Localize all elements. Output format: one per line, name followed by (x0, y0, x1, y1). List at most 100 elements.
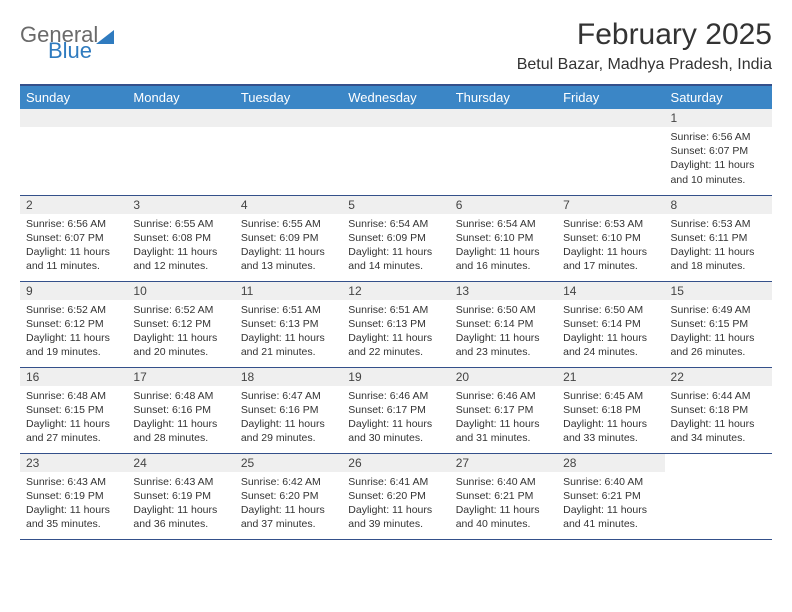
sunset-text: Sunset: 6:15 PM (671, 317, 766, 331)
calendar-cell: 17Sunrise: 6:48 AMSunset: 6:16 PMDayligh… (127, 367, 234, 453)
sunrise-text: Sunrise: 6:49 AM (671, 303, 766, 317)
sunrise-text: Sunrise: 6:50 AM (563, 303, 658, 317)
sunset-text: Sunset: 6:09 PM (348, 231, 443, 245)
sunset-text: Sunset: 6:17 PM (348, 403, 443, 417)
calendar-cell: 20Sunrise: 6:46 AMSunset: 6:17 PMDayligh… (450, 367, 557, 453)
calendar-cell: 24Sunrise: 6:43 AMSunset: 6:19 PMDayligh… (127, 453, 234, 539)
sunset-text: Sunset: 6:19 PM (133, 489, 228, 503)
daylight-text: Daylight: 11 hours and 20 minutes. (133, 331, 228, 359)
dayheader-tuesday: Tuesday (235, 85, 342, 109)
day-number: 10 (127, 282, 234, 300)
calendar-header-row: Sunday Monday Tuesday Wednesday Thursday… (20, 85, 772, 109)
sunset-text: Sunset: 6:18 PM (563, 403, 658, 417)
daylight-text: Daylight: 11 hours and 13 minutes. (241, 245, 336, 273)
calendar-cell (20, 109, 127, 195)
sunrise-text: Sunrise: 6:54 AM (348, 217, 443, 231)
dayheader-monday: Monday (127, 85, 234, 109)
sunrise-text: Sunrise: 6:56 AM (671, 130, 766, 144)
daylight-text: Daylight: 11 hours and 41 minutes. (563, 503, 658, 531)
day-number: 6 (450, 196, 557, 214)
daylight-text: Daylight: 11 hours and 35 minutes. (26, 503, 121, 531)
day-number-empty (20, 109, 127, 127)
day-body: Sunrise: 6:51 AMSunset: 6:13 PMDaylight:… (235, 300, 342, 364)
calendar-cell (665, 453, 772, 539)
daylight-text: Daylight: 11 hours and 22 minutes. (348, 331, 443, 359)
day-number: 26 (342, 454, 449, 472)
calendar-week-row: 1Sunrise: 6:56 AMSunset: 6:07 PMDaylight… (20, 109, 772, 195)
day-number: 21 (557, 368, 664, 386)
day-body: Sunrise: 6:55 AMSunset: 6:09 PMDaylight:… (235, 214, 342, 278)
day-number: 16 (20, 368, 127, 386)
calendar-week-row: 2Sunrise: 6:56 AMSunset: 6:07 PMDaylight… (20, 195, 772, 281)
day-body: Sunrise: 6:40 AMSunset: 6:21 PMDaylight:… (450, 472, 557, 536)
day-body: Sunrise: 6:51 AMSunset: 6:13 PMDaylight:… (342, 300, 449, 364)
daylight-text: Daylight: 11 hours and 34 minutes. (671, 417, 766, 445)
sunrise-text: Sunrise: 6:53 AM (563, 217, 658, 231)
sunset-text: Sunset: 6:07 PM (671, 144, 766, 158)
day-body: Sunrise: 6:54 AMSunset: 6:10 PMDaylight:… (450, 214, 557, 278)
day-body: Sunrise: 6:45 AMSunset: 6:18 PMDaylight:… (557, 386, 664, 450)
title-block: February 2025 Betul Bazar, Madhya Prades… (517, 18, 772, 74)
sunrise-text: Sunrise: 6:46 AM (348, 389, 443, 403)
page-title: February 2025 (517, 18, 772, 52)
sunset-text: Sunset: 6:20 PM (348, 489, 443, 503)
day-number: 14 (557, 282, 664, 300)
calendar-cell (557, 109, 664, 195)
day-number: 8 (665, 196, 772, 214)
sunset-text: Sunset: 6:12 PM (26, 317, 121, 331)
day-number: 24 (127, 454, 234, 472)
calendar-cell: 23Sunrise: 6:43 AMSunset: 6:19 PMDayligh… (20, 453, 127, 539)
sunrise-text: Sunrise: 6:42 AM (241, 475, 336, 489)
sunset-text: Sunset: 6:12 PM (133, 317, 228, 331)
calendar-cell: 2Sunrise: 6:56 AMSunset: 6:07 PMDaylight… (20, 195, 127, 281)
sunrise-text: Sunrise: 6:45 AM (563, 389, 658, 403)
sunset-text: Sunset: 6:11 PM (671, 231, 766, 245)
day-number: 17 (127, 368, 234, 386)
sunrise-text: Sunrise: 6:47 AM (241, 389, 336, 403)
day-number: 11 (235, 282, 342, 300)
calendar-cell (342, 109, 449, 195)
sunrise-text: Sunrise: 6:55 AM (133, 217, 228, 231)
day-number: 3 (127, 196, 234, 214)
header: General Blue February 2025 Betul Bazar, … (20, 18, 772, 74)
calendar-cell: 19Sunrise: 6:46 AMSunset: 6:17 PMDayligh… (342, 367, 449, 453)
calendar-cell: 25Sunrise: 6:42 AMSunset: 6:20 PMDayligh… (235, 453, 342, 539)
daylight-text: Daylight: 11 hours and 30 minutes. (348, 417, 443, 445)
day-body: Sunrise: 6:50 AMSunset: 6:14 PMDaylight:… (450, 300, 557, 364)
calendar-week-row: 23Sunrise: 6:43 AMSunset: 6:19 PMDayligh… (20, 453, 772, 539)
dayheader-sunday: Sunday (20, 85, 127, 109)
calendar-cell: 15Sunrise: 6:49 AMSunset: 6:15 PMDayligh… (665, 281, 772, 367)
sunrise-text: Sunrise: 6:43 AM (133, 475, 228, 489)
calendar-cell: 5 Sunrise: 6:54 AMSunset: 6:09 PMDaylight… (342, 195, 449, 281)
daylight-text: Daylight: 11 hours and 21 minutes. (241, 331, 336, 359)
daylight-text: Daylight: 11 hours and 31 minutes. (456, 417, 551, 445)
calendar-cell: 12Sunrise: 6:51 AMSunset: 6:13 PMDayligh… (342, 281, 449, 367)
day-number: 5 (342, 196, 449, 214)
day-number: 7 (557, 196, 664, 214)
day-number: 15 (665, 282, 772, 300)
day-body: Sunrise: 6:50 AMSunset: 6:14 PMDaylight:… (557, 300, 664, 364)
day-body: Sunrise: 6:43 AMSunset: 6:19 PMDaylight:… (20, 472, 127, 536)
calendar-table: Sunday Monday Tuesday Wednesday Thursday… (20, 84, 772, 540)
calendar-cell: 28Sunrise: 6:40 AMSunset: 6:21 PMDayligh… (557, 453, 664, 539)
calendar-cell: 13Sunrise: 6:50 AMSunset: 6:14 PMDayligh… (450, 281, 557, 367)
day-body: Sunrise: 6:46 AMSunset: 6:17 PMDaylight:… (450, 386, 557, 450)
day-number: 25 (235, 454, 342, 472)
sunset-text: Sunset: 6:09 PM (241, 231, 336, 245)
sunrise-text: Sunrise: 6:54 AM (456, 217, 551, 231)
day-number-empty (557, 109, 664, 127)
calendar-cell: 8Sunrise: 6:53 AMSunset: 6:11 PMDaylight… (665, 195, 772, 281)
daylight-text: Daylight: 11 hours and 29 minutes. (241, 417, 336, 445)
day-number: 18 (235, 368, 342, 386)
sunset-text: Sunset: 6:07 PM (26, 231, 121, 245)
day-body: Sunrise: 6:53 AMSunset: 6:11 PMDaylight:… (665, 214, 772, 278)
day-body: Sunrise: 6:47 AMSunset: 6:16 PMDaylight:… (235, 386, 342, 450)
day-number-empty (235, 109, 342, 127)
sunset-text: Sunset: 6:16 PM (133, 403, 228, 417)
day-number: 20 (450, 368, 557, 386)
calendar-cell: 18Sunrise: 6:47 AMSunset: 6:16 PMDayligh… (235, 367, 342, 453)
sunrise-text: Sunrise: 6:52 AM (133, 303, 228, 317)
day-body: Sunrise: 6:55 AMSunset: 6:08 PMDaylight:… (127, 214, 234, 278)
daylight-text: Daylight: 11 hours and 14 minutes. (348, 245, 443, 273)
sunset-text: Sunset: 6:14 PM (456, 317, 551, 331)
